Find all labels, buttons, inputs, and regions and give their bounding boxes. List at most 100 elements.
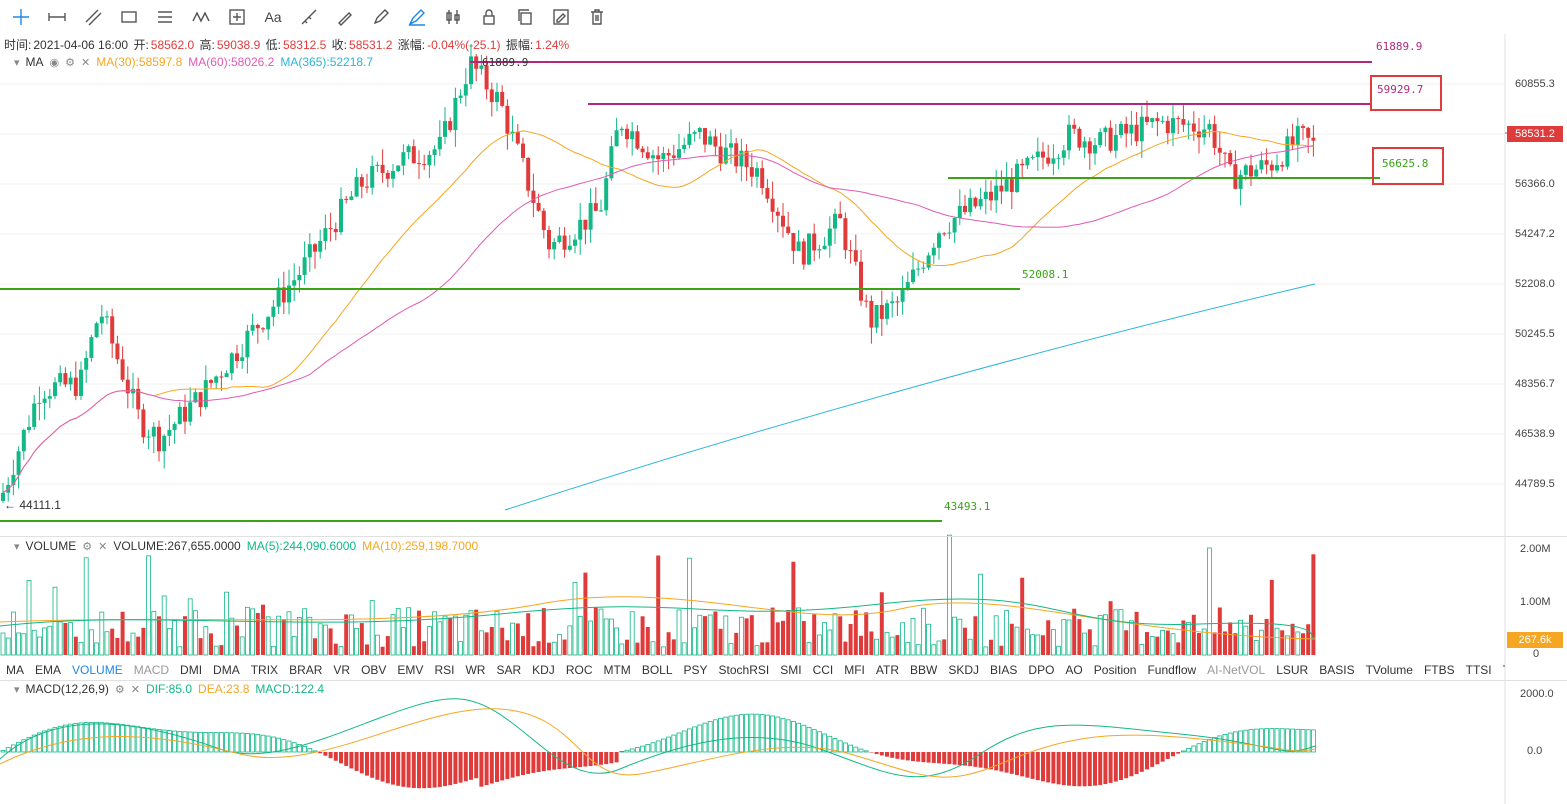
macd-hist-bar [863, 750, 869, 753]
candle-body [505, 105, 510, 134]
indicator-tab-fundflow[interactable]: Fundflow [1147, 663, 1197, 677]
indicator-tab-ttsi[interactable]: TTSI [1465, 663, 1492, 677]
price-chart[interactable] [0, 34, 1567, 804]
volume-bar [151, 611, 157, 656]
indicator-tab-ma[interactable]: MA [6, 663, 24, 677]
indicator-tab-boll[interactable]: BOLL [641, 663, 673, 677]
measure-icon[interactable] [224, 4, 250, 30]
indicator-tab-macd[interactable]: MACD [133, 663, 170, 677]
settings-icon[interactable]: ⚙ [65, 56, 76, 69]
candle-body [1119, 123, 1123, 136]
indicator-tab-dma[interactable]: DMA [213, 663, 240, 677]
indicator-tab-dpo[interactable]: DPO [1028, 663, 1055, 677]
macd-hist-bar [848, 744, 853, 753]
volume-bar [1181, 620, 1186, 655]
collapse-arrow-icon[interactable]: ▾ [14, 683, 20, 696]
indicator-tab-mfi[interactable]: MFI [844, 663, 865, 677]
candle-body [640, 148, 645, 153]
candle-body [385, 172, 390, 179]
indicator-tab-sar[interactable]: SAR [496, 663, 522, 677]
close-icon[interactable]: ✕ [130, 683, 140, 696]
indicator-tab-ao[interactable]: AO [1065, 663, 1083, 677]
pencil-icon[interactable] [368, 4, 394, 30]
highlighter-icon[interactable] [404, 4, 430, 30]
volume-bar [286, 611, 292, 656]
copy-icon[interactable] [512, 4, 538, 30]
macd-hist-bar [604, 752, 609, 765]
macd-hist-bar [1077, 752, 1082, 787]
macd-hist-bar [500, 752, 505, 781]
settings-icon[interactable]: ⚙ [82, 540, 93, 553]
brush-eraser-icon[interactable] [332, 4, 358, 30]
settings-icon[interactable]: ⚙ [114, 683, 125, 696]
indicator-tab-bias[interactable]: BIAS [990, 663, 1018, 677]
crosshair-icon[interactable] [8, 4, 34, 30]
macd-hist-bar [1129, 752, 1134, 777]
indicator-tab-lsur[interactable]: LSUR [1276, 663, 1309, 677]
indicator-tab-dmi[interactable]: DMI [180, 663, 203, 677]
indicator-tab-brar[interactable]: BRAR [289, 663, 323, 677]
indicator-tab-emv[interactable]: EMV [397, 663, 424, 677]
candles-icon[interactable] [440, 4, 466, 30]
edit-icon[interactable] [548, 4, 574, 30]
candle-body [146, 436, 151, 438]
close-icon[interactable]: ✕ [98, 540, 108, 553]
indicator-tab-psy[interactable]: PSY [683, 663, 708, 677]
indicator-tab-ttmu[interactable]: TTMU [1503, 663, 1505, 677]
candle-body [427, 154, 432, 166]
macd-hist-bar [115, 723, 120, 753]
volume-bar [942, 639, 947, 655]
ruler-pen-icon[interactable] [296, 4, 322, 30]
macd-hist-bar [526, 752, 531, 774]
collapse-arrow-icon[interactable]: ▾ [14, 540, 20, 553]
indicator-tab-wr[interactable]: WR [465, 663, 486, 677]
indicator-tab-vr[interactable]: VR [333, 663, 351, 677]
macd-hist-bar [1165, 752, 1170, 759]
candle-body [318, 241, 323, 252]
indicator-tab-stochrsi[interactable]: StochRSI [718, 663, 770, 677]
indicator-tab-cci[interactable]: CCI [812, 663, 834, 677]
text-tool-icon[interactable]: Aa [260, 4, 286, 30]
candle-body [812, 233, 817, 251]
indicator-tab-skdj[interactable]: SKDJ [948, 663, 980, 677]
parallel-lines-icon[interactable] [152, 4, 178, 30]
indicator-tab-roc[interactable]: ROC [565, 663, 593, 677]
macd-hist-bar [806, 726, 812, 753]
indicator-tab-ftbs[interactable]: FTBS [1423, 663, 1455, 677]
volume-bar [1207, 547, 1212, 656]
candle-body [99, 316, 104, 324]
lock-icon[interactable] [476, 4, 502, 30]
indicator-tab-rsi[interactable]: RSI [434, 663, 455, 677]
indicator-tab-volume[interactable]: VOLUME [72, 663, 123, 677]
rectangle-icon[interactable] [116, 4, 142, 30]
volume-bar [843, 641, 848, 655]
trash-icon[interactable] [584, 4, 610, 30]
wave-icon[interactable] [188, 4, 214, 30]
candle-body [396, 165, 401, 172]
candle-body [718, 146, 723, 164]
indicator-tab-mtm[interactable]: MTM [603, 663, 631, 677]
macd-hist-bar [1087, 752, 1092, 787]
candle-body [1103, 127, 1108, 133]
indicator-tab-obv[interactable]: OBV [361, 663, 387, 677]
indicator-tab-bbw[interactable]: BBW [910, 663, 938, 677]
volume-bar [1290, 623, 1295, 655]
indicator-tab-kdj[interactable]: KDJ [532, 663, 555, 677]
indicator-tab-position[interactable]: Position [1093, 663, 1137, 677]
indicator-tab-basis[interactable]: BASIS [1319, 663, 1355, 677]
collapse-arrow-icon[interactable]: ▾ [14, 56, 20, 69]
eye-icon[interactable]: ◉ [49, 56, 60, 69]
indicator-tab-ema[interactable]: EMA [35, 663, 62, 677]
indicator-tab-ai-netvol[interactable]: AI-NetVOL [1207, 663, 1266, 677]
indicator-tab-atr[interactable]: ATR [875, 663, 900, 677]
indicator-tab-smi[interactable]: SMI [780, 663, 802, 677]
trend-line-icon[interactable] [80, 4, 106, 30]
candle-body [630, 131, 635, 140]
indicator-tab-tvolume[interactable]: TVolume [1365, 663, 1413, 677]
volume-bar [276, 615, 282, 656]
close-icon[interactable]: ✕ [81, 56, 91, 69]
indicator-tab-trix[interactable]: TRIX [250, 663, 279, 677]
horizontal-line-icon[interactable] [44, 4, 70, 30]
macd-hist-bar [432, 752, 437, 788]
candle-body [593, 203, 598, 211]
